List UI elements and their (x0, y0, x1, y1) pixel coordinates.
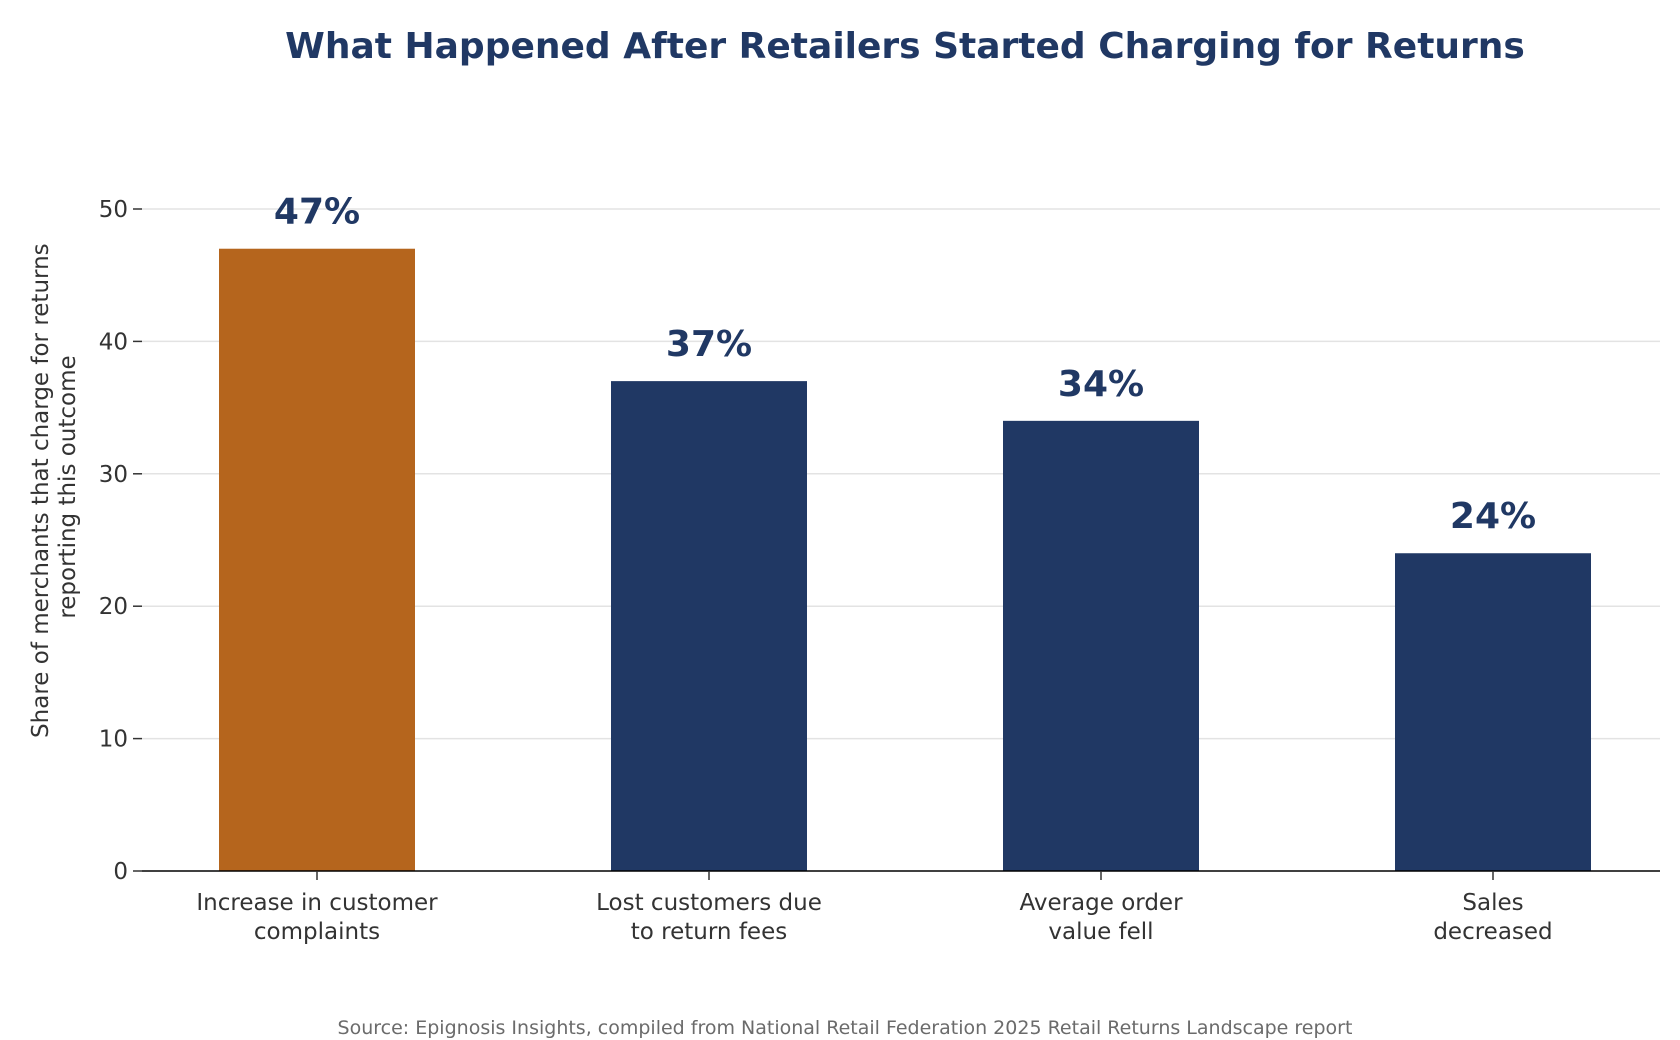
chart-title: What Happened After Retailers Started Ch… (285, 26, 1525, 67)
value-label: 34% (1058, 364, 1144, 405)
y-tick-labels: 0 10 20 30 40 50 (99, 197, 128, 885)
y-axis-label-line-2: reporting this outcome (55, 355, 81, 618)
bar (1395, 553, 1591, 871)
y-axis-label-line-1: Share of merchants that charge for retur… (28, 243, 54, 738)
category-labels: Increase in customer complaints Lost custo… (196, 890, 1552, 945)
y-tick-label: 0 (113, 859, 128, 885)
bars (219, 248, 1591, 872)
y-tick-label: 30 (99, 462, 128, 488)
y-tick-label: 20 (99, 594, 128, 620)
y-tick-label: 50 (99, 197, 128, 223)
value-label: 24% (1450, 496, 1536, 537)
category-label: Increase in customer complaints (196, 890, 438, 945)
category-label: Average order value fell (1019, 890, 1183, 945)
category-label: Sales decreased (1433, 890, 1552, 945)
source-note: Source: Epignosis Insights, compiled fro… (338, 1017, 1353, 1039)
category-label: Lost customers due to return fees (596, 890, 822, 945)
value-label: 47% (274, 192, 360, 233)
bar (219, 248, 415, 872)
y-axis-label: Share of merchants that charge for retur… (28, 236, 81, 738)
bar (1003, 420, 1199, 871)
value-labels: 47% 37% 34% 24% (274, 192, 1536, 538)
y-tick-label: 10 (99, 727, 128, 753)
value-label: 37% (666, 324, 752, 365)
bar (611, 381, 807, 871)
axes (133, 208, 1660, 880)
y-tick-label: 40 (99, 329, 128, 355)
